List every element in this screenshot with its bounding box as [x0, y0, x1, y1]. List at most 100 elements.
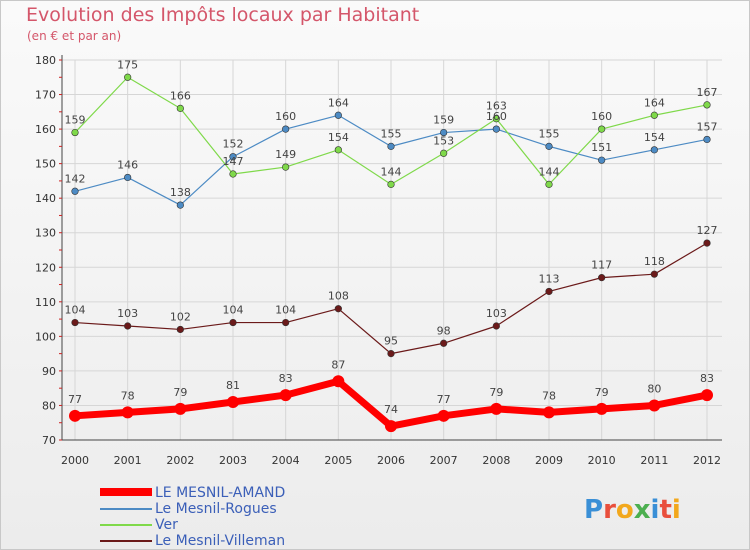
data-point [545, 142, 553, 150]
y-tick-label: 150 [35, 158, 56, 171]
data-label: 98 [437, 324, 451, 337]
data-label: 87 [331, 358, 345, 371]
x-tick-label: 2012 [693, 454, 721, 467]
data-label: 108 [328, 290, 349, 303]
data-point [71, 187, 79, 195]
data-point [387, 350, 395, 358]
data-label: 103 [117, 307, 138, 320]
y-tick-label: 170 [35, 89, 56, 102]
data-label: 113 [539, 272, 560, 285]
data-label: 146 [117, 158, 138, 171]
data-point [124, 173, 132, 182]
data-label: 138 [170, 186, 191, 199]
data-point [124, 73, 132, 81]
data-label: 102 [170, 310, 191, 323]
data-point [703, 239, 711, 247]
data-label: 152 [223, 138, 244, 151]
data-point [176, 325, 184, 334]
legend-item-le-mesnil-villeman: Le Mesnil-Villeman [100, 533, 340, 549]
data-label: 78 [542, 389, 556, 402]
data-point [71, 318, 79, 327]
data-label: 160 [591, 110, 612, 123]
data-label: 95 [384, 335, 398, 348]
data-point [387, 180, 395, 188]
series-layer [69, 73, 713, 433]
x-tick-label: 2003 [219, 454, 247, 467]
data-labels: 104 103 102 104 104 108 95 98 103 113 117 118 127 142… [65, 58, 718, 416]
data-label: 74 [384, 403, 398, 416]
data-point [229, 318, 237, 327]
data-point [545, 180, 553, 188]
data-point [121, 406, 134, 419]
data-point [492, 115, 500, 123]
data-point [229, 170, 237, 178]
data-point [385, 420, 397, 433]
data-label: 118 [644, 255, 665, 268]
data-label: 104 [65, 304, 86, 317]
data-point [440, 149, 448, 157]
data-label: 153 [433, 134, 454, 147]
data-label: 81 [226, 379, 240, 392]
legend-label: Ver [155, 517, 178, 533]
data-label: 77 [437, 393, 451, 406]
data-point [492, 322, 500, 330]
data-point [598, 125, 606, 133]
x-tick-label: 2000 [61, 454, 89, 467]
y-tick-label: 80 [42, 399, 56, 412]
y-tick-label: 180 [35, 54, 56, 67]
axes: 70 80 90 100 110 120 130 140 150 160 170 180 2000 200… [35, 54, 722, 467]
legend-label: Le Mesnil-Villeman [155, 533, 286, 549]
proxiti-logo: Proxiti [584, 495, 681, 525]
data-point [650, 146, 658, 154]
data-point [437, 409, 450, 422]
data-label: 166 [170, 89, 191, 102]
legend-swatch [100, 540, 152, 542]
data-label: 147 [223, 155, 244, 168]
x-tick-label: 2011 [640, 454, 668, 467]
legend-item-le-mesnil-rogues: Le Mesnil-Rogues [100, 501, 340, 517]
data-point [703, 101, 711, 109]
data-label: 154 [644, 131, 665, 144]
data-point [598, 274, 606, 282]
data-label: 155 [539, 127, 560, 140]
data-point [282, 318, 290, 327]
data-point [440, 339, 448, 347]
data-point [227, 396, 239, 408]
legend-swatch [100, 508, 152, 510]
data-point [282, 125, 290, 133]
data-point [703, 135, 711, 144]
y-tick-label: 120 [35, 261, 56, 274]
data-point [334, 146, 342, 154]
legend-label: LE MESNIL-AMAND [155, 485, 286, 501]
data-label: 159 [65, 114, 86, 127]
data-point [440, 128, 448, 137]
legend-item-le-mesnil-amand: LE MESNIL-AMAND [100, 485, 340, 501]
data-label: 144 [381, 165, 402, 178]
data-label: 104 [275, 304, 296, 317]
data-point [701, 389, 713, 402]
data-point [279, 389, 292, 402]
data-label: 160 [275, 110, 296, 123]
data-point [595, 402, 608, 415]
data-point [387, 142, 395, 150]
y-tick-label: 130 [35, 227, 56, 240]
data-label: 157 [697, 120, 718, 133]
data-point [332, 375, 345, 388]
data-label: 79 [595, 386, 609, 399]
data-label: 142 [65, 172, 86, 185]
data-label: 163 [486, 100, 507, 113]
data-label: 103 [486, 307, 507, 320]
y-tick-label: 70 [42, 434, 56, 447]
data-label: 104 [223, 304, 244, 317]
data-label: 83 [700, 372, 714, 385]
data-point [69, 409, 81, 422]
x-tick-label: 2005 [324, 454, 352, 467]
data-label: 79 [173, 386, 187, 399]
data-point [229, 153, 237, 161]
x-tick-label: 2004 [272, 454, 300, 467]
svg-text:Proxiti: Proxiti [584, 495, 681, 525]
data-label: 167 [697, 86, 718, 99]
data-point [174, 402, 187, 415]
data-label: 160 [486, 110, 507, 123]
